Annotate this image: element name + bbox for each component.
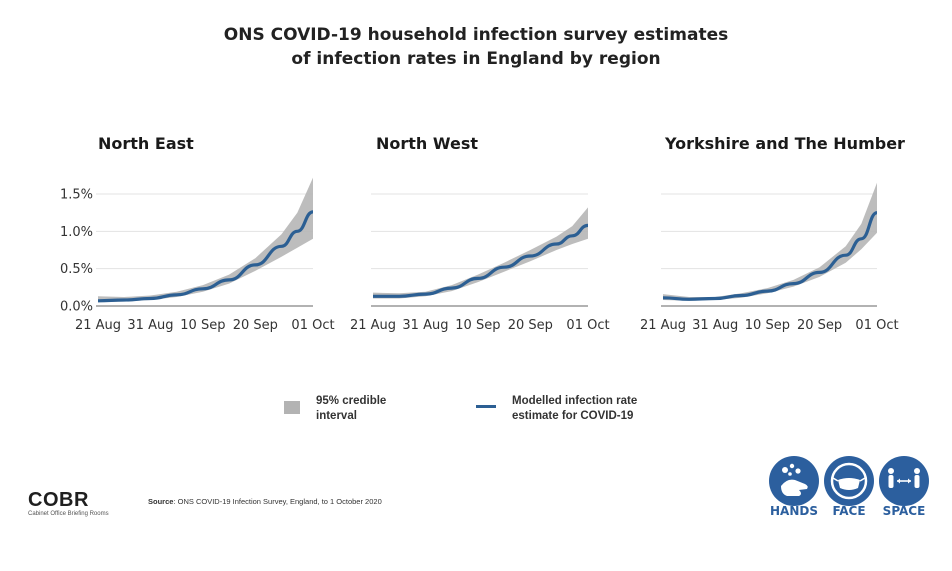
panel-title-2: Yorkshire and The Humber [664, 134, 905, 153]
modelled-rate-line-1 [372, 223, 589, 298]
source-text: : ONS COVID-19 Infection Survey, England… [173, 497, 382, 506]
y-tick-label-1: 1.0% [60, 225, 93, 240]
credible-interval-band-2 [663, 182, 877, 301]
hands-badge-label: HANDS [770, 504, 818, 518]
charts-area: North East 1.5% 1.0% 0.5% 0.0% 21 Aug 31 Aug 10… [60, 134, 905, 333]
source-label: Source [148, 497, 174, 506]
hands-washing-icon [781, 463, 808, 496]
legend-modelled-rate-label: Modelled infection rate estimate for COV… [512, 395, 638, 422]
cobr-logo: COBR [28, 489, 89, 511]
space-badge [879, 456, 929, 506]
legend-credible-interval-swatch [284, 401, 300, 414]
x-tick-label-1-4: 01 Oct [566, 318, 609, 333]
legend-modelled-rate-swatch [476, 405, 496, 408]
x-tick-label-0-4: 01 Oct [291, 318, 334, 333]
x-tick-label-1-3: 20 Sep [508, 318, 553, 333]
panel-title-0: North East [98, 134, 194, 153]
x-tick-label-2-1: 31 Aug [692, 318, 738, 333]
legend-credible-interval-label: 95% credible interval [316, 395, 387, 422]
x-tick-label-2-3: 20 Sep [797, 318, 842, 333]
chart-title-line-1: ONS COVID-19 household infection survey … [223, 25, 729, 45]
face-badge-label: FACE [832, 504, 866, 518]
panel-title-1: North West [376, 134, 478, 153]
x-tick-label-2-4: 01 Oct [855, 318, 898, 333]
modelled-rate-line-2 [662, 211, 878, 301]
credible-interval-band-0 [98, 177, 313, 303]
x-tick-label-1-0: 21 Aug [350, 318, 396, 333]
x-tick-label-2-0: 21 Aug [640, 318, 686, 333]
x-tick-label-1-1: 31 Aug [402, 318, 448, 333]
face-mask-icon [830, 462, 868, 500]
x-tick-label-0-2: 10 Sep [180, 318, 225, 333]
chart-title-line-2: of infection rates in England by region [291, 49, 661, 69]
source-note: Source: ONS COVID-19 Infection Survey, E… [148, 497, 382, 506]
social-distance-icon [888, 468, 920, 488]
credible-interval-band-1 [373, 207, 588, 299]
y-tick-label-3: 0.0% [60, 300, 93, 315]
hands-badge [769, 456, 819, 506]
space-badge-label: SPACE [882, 504, 926, 518]
x-tick-label-0-1: 31 Aug [127, 318, 173, 333]
y-tick-label-0: 1.5% [60, 188, 93, 203]
cobr-logo-subtext: Cabinet Office Briefing Rooms [28, 511, 109, 517]
modelled-rate-line-0 [97, 210, 314, 303]
x-tick-label-0-3: 20 Sep [233, 318, 278, 333]
x-tick-label-1-2: 10 Sep [455, 318, 500, 333]
face-badge [824, 456, 874, 506]
x-tick-label-2-2: 10 Sep [745, 318, 790, 333]
y-tick-label-2: 0.5% [60, 262, 93, 277]
x-tick-label-0-0: 21 Aug [75, 318, 121, 333]
